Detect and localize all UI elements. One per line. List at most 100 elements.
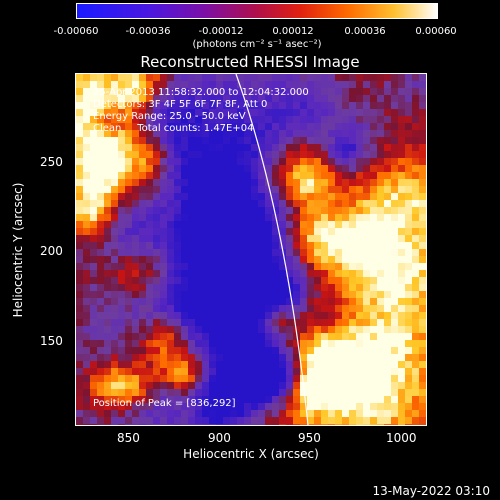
heatmap-cell [125, 207, 132, 214]
heatmap-cell [335, 95, 342, 102]
heatmap-cell [174, 88, 181, 95]
heatmap-cell [363, 186, 370, 193]
heatmap-cell [195, 256, 202, 263]
heatmap-cell [384, 298, 391, 305]
heatmap-cell [125, 109, 132, 116]
heatmap-cell [286, 382, 293, 389]
heatmap-cell [307, 165, 314, 172]
heatmap-cell [104, 172, 111, 179]
heatmap-cell [391, 277, 398, 284]
heatmap-cell [342, 116, 349, 123]
heatmap-cell [412, 144, 419, 151]
heatmap-cell [335, 354, 342, 361]
heatmap-cell [209, 319, 216, 326]
heatmap-cell [335, 424, 342, 425]
heatmap-cell [90, 284, 97, 291]
heatmap-cell [391, 130, 398, 137]
heatmap-image [76, 74, 426, 425]
heatmap-cell [223, 410, 230, 417]
heatmap-cell [230, 319, 237, 326]
heatmap-cell [419, 319, 426, 326]
heatmap-cell [90, 179, 97, 186]
heatmap-cell [391, 263, 398, 270]
heatmap-cell [412, 116, 419, 123]
heatmap-cell [335, 228, 342, 235]
heatmap-cell [167, 235, 174, 242]
heatmap-cell [419, 424, 426, 425]
heatmap-cell [118, 417, 125, 424]
heatmap-cell [391, 312, 398, 319]
heatmap-cell [293, 368, 300, 375]
heatmap-cell [300, 207, 307, 214]
heatmap-cell [286, 158, 293, 165]
heatmap-cell [188, 340, 195, 347]
heatmap-cell [377, 228, 384, 235]
heatmap-cell [146, 277, 153, 284]
heatmap-cell [356, 368, 363, 375]
heatmap-cell [132, 158, 139, 165]
heatmap-cell [398, 277, 405, 284]
heatmap-cell [153, 382, 160, 389]
heatmap-cell [132, 424, 139, 425]
heatmap-cell [342, 102, 349, 109]
heatmap-cell [412, 368, 419, 375]
heatmap-cell [160, 284, 167, 291]
heatmap-cell [363, 382, 370, 389]
heatmap-cell [349, 375, 356, 382]
heatmap-cell [377, 158, 384, 165]
heatmap-cell [118, 186, 125, 193]
heatmap-cell [237, 396, 244, 403]
heatmap-cell [97, 305, 104, 312]
heatmap-cell [188, 249, 195, 256]
heatmap-cell [181, 186, 188, 193]
heatmap-cell [160, 179, 167, 186]
heatmap-cell [384, 88, 391, 95]
heatmap-cell [328, 375, 335, 382]
colorbar-tick-label: -0.00012 [198, 26, 244, 37]
heatmap-cell [76, 263, 83, 270]
heatmap-cell [349, 347, 356, 354]
heatmap-cell [335, 116, 342, 123]
heatmap-cell [412, 228, 419, 235]
heatmap-cell [83, 291, 90, 298]
heatmap-cell [223, 277, 230, 284]
heatmap-cell [97, 417, 104, 424]
heatmap-cell [349, 158, 356, 165]
heatmap-cell [419, 270, 426, 277]
heatmap-cell [132, 354, 139, 361]
heatmap-cell [349, 396, 356, 403]
heatmap-cell [377, 200, 384, 207]
heatmap-cell [356, 305, 363, 312]
heatmap-cell [328, 340, 335, 347]
heatmap-cell [272, 130, 279, 137]
heatmap-cell [377, 340, 384, 347]
heatmap-cell [272, 109, 279, 116]
heatmap-cell [363, 116, 370, 123]
heatmap-cell [167, 389, 174, 396]
heatmap-cell [419, 256, 426, 263]
heatmap-cell [97, 424, 104, 425]
heatmap-cell [384, 221, 391, 228]
heatmap-cell [104, 81, 111, 88]
heatmap-cell [398, 137, 405, 144]
heatmap-cell [258, 88, 265, 95]
heatmap-cell [125, 81, 132, 88]
heatmap-cell [237, 165, 244, 172]
heatmap-cell [125, 151, 132, 158]
heatmap-cell [83, 410, 90, 417]
heatmap-cell [307, 354, 314, 361]
heatmap-cell [76, 88, 83, 95]
heatmap-cell [97, 221, 104, 228]
heatmap-cell [181, 172, 188, 179]
heatmap-cell [160, 221, 167, 228]
heatmap-cell [90, 144, 97, 151]
heatmap-cell [216, 235, 223, 242]
heatmap-cell [398, 207, 405, 214]
heatmap-cell [132, 81, 139, 88]
heatmap-cell [209, 130, 216, 137]
heatmap-cell [146, 354, 153, 361]
heatmap-cell [195, 242, 202, 249]
heatmap-cell [328, 305, 335, 312]
heatmap-cell [412, 158, 419, 165]
heatmap-cell [251, 263, 258, 270]
